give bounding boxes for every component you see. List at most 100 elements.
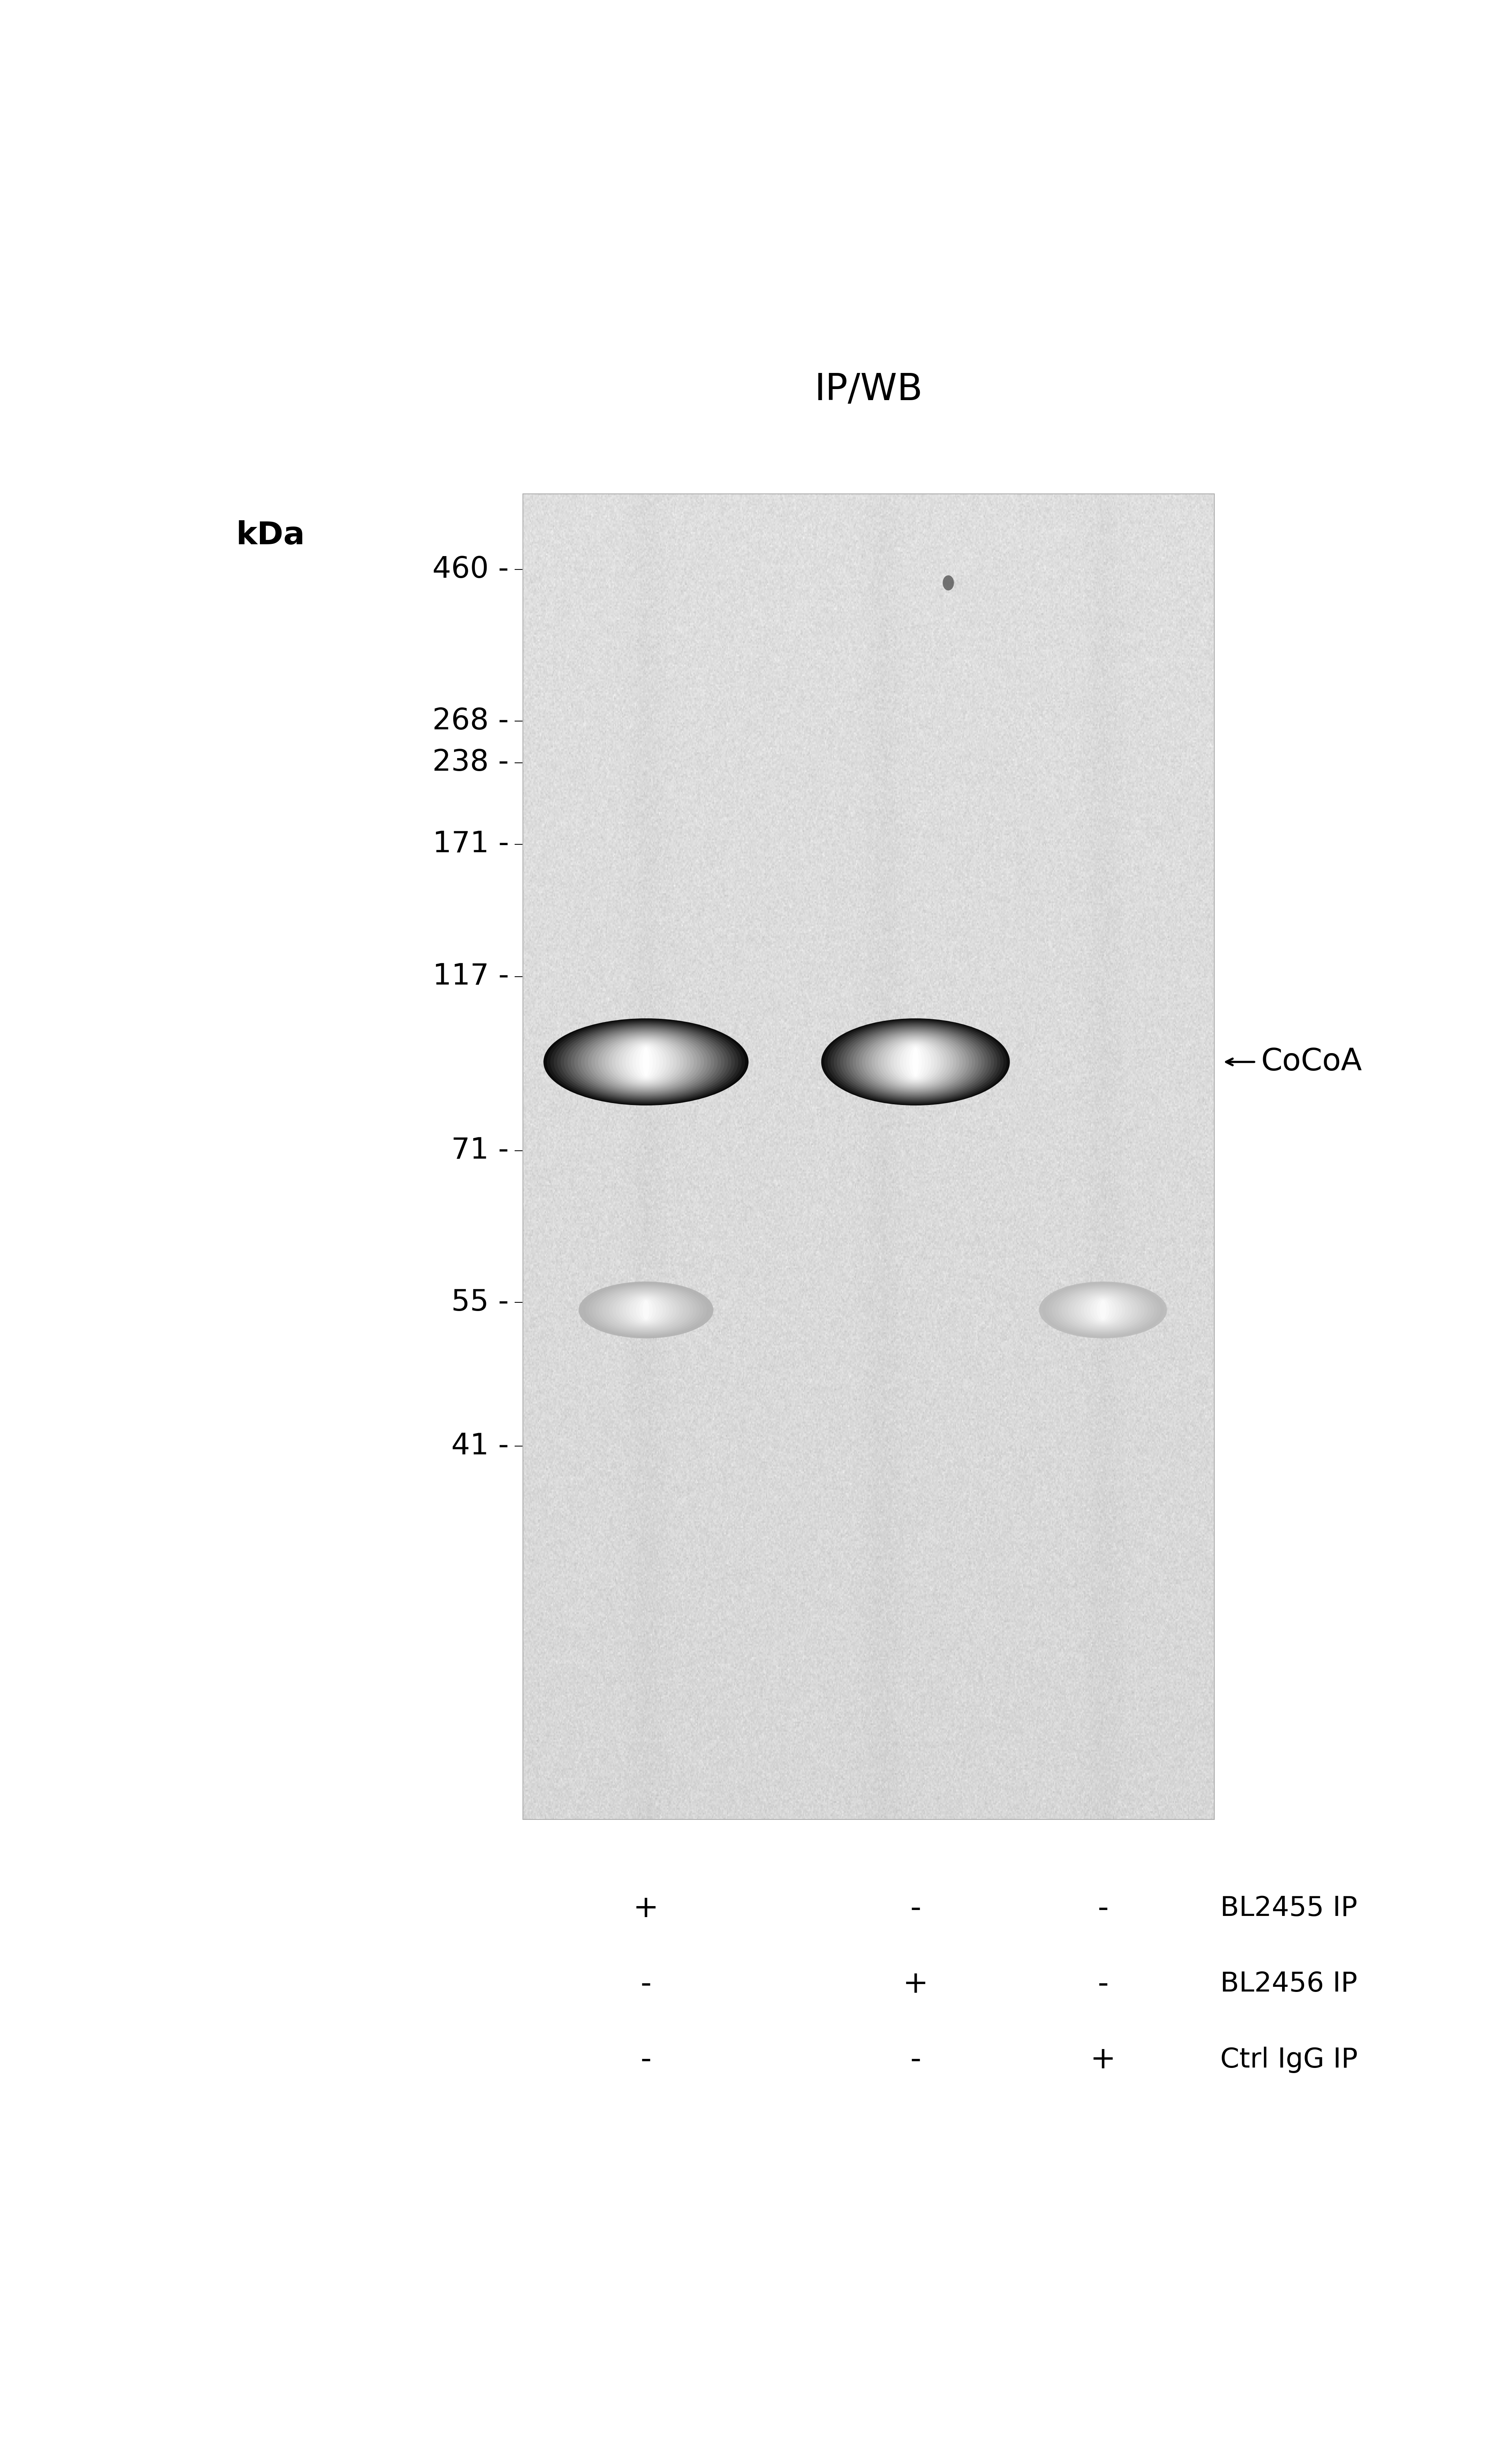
Text: -: -	[641, 1970, 652, 1999]
Ellipse shape	[635, 1045, 656, 1077]
Ellipse shape	[632, 1298, 659, 1323]
Bar	[523, 494, 1214, 1820]
Text: IP/WB: IP/WB	[815, 371, 922, 408]
Ellipse shape	[824, 1020, 1007, 1104]
Ellipse shape	[1081, 1293, 1125, 1325]
Ellipse shape	[599, 1035, 694, 1089]
Ellipse shape	[878, 1038, 953, 1087]
Ellipse shape	[623, 1293, 670, 1325]
Ellipse shape	[827, 1020, 1004, 1104]
Ellipse shape	[643, 1048, 650, 1077]
Ellipse shape	[593, 1286, 700, 1335]
Ellipse shape	[1061, 1289, 1145, 1330]
Ellipse shape	[859, 1030, 972, 1094]
Ellipse shape	[609, 1291, 683, 1330]
Ellipse shape	[830, 1020, 1001, 1102]
Ellipse shape	[618, 1040, 673, 1082]
Ellipse shape	[838, 1023, 993, 1099]
Ellipse shape	[1070, 1291, 1136, 1328]
Ellipse shape	[881, 1038, 950, 1087]
Text: +: +	[634, 1893, 659, 1923]
Text: 460 -: 460 -	[432, 556, 510, 583]
Ellipse shape	[1064, 1289, 1142, 1330]
Ellipse shape	[1067, 1291, 1139, 1330]
Ellipse shape	[853, 1028, 978, 1094]
Ellipse shape	[615, 1293, 676, 1328]
Ellipse shape	[615, 1040, 677, 1084]
Ellipse shape	[612, 1291, 680, 1328]
Ellipse shape	[833, 1023, 998, 1102]
Ellipse shape	[612, 1038, 680, 1084]
Ellipse shape	[885, 1038, 947, 1084]
Ellipse shape	[596, 1286, 697, 1333]
Ellipse shape	[588, 1033, 705, 1092]
Ellipse shape	[888, 1040, 943, 1084]
Text: 171 -: 171 -	[432, 829, 510, 858]
Ellipse shape	[547, 1020, 745, 1104]
Ellipse shape	[640, 1298, 653, 1320]
Ellipse shape	[912, 1048, 919, 1077]
Text: BL2456 IP: BL2456 IP	[1220, 1970, 1358, 1997]
Ellipse shape	[637, 1298, 656, 1320]
Ellipse shape	[575, 1028, 718, 1097]
Ellipse shape	[606, 1289, 686, 1330]
Ellipse shape	[900, 1043, 931, 1080]
Text: CoCoA: CoCoA	[1261, 1048, 1362, 1077]
Ellipse shape	[582, 1284, 711, 1338]
Ellipse shape	[1084, 1296, 1122, 1325]
Ellipse shape	[844, 1025, 987, 1099]
Text: 268 -: 268 -	[432, 706, 510, 735]
Text: -: -	[910, 2046, 921, 2075]
Ellipse shape	[629, 1043, 664, 1080]
Ellipse shape	[1042, 1284, 1164, 1338]
Ellipse shape	[1049, 1284, 1157, 1335]
Ellipse shape	[553, 1020, 738, 1102]
Ellipse shape	[621, 1043, 670, 1082]
Ellipse shape	[1099, 1301, 1107, 1320]
Text: kDa: kDa	[236, 521, 305, 551]
Ellipse shape	[579, 1281, 714, 1338]
Ellipse shape	[841, 1025, 990, 1099]
Ellipse shape	[594, 1033, 697, 1089]
Ellipse shape	[626, 1043, 667, 1082]
Ellipse shape	[572, 1025, 721, 1097]
Ellipse shape	[605, 1038, 686, 1087]
Ellipse shape	[585, 1284, 706, 1335]
Ellipse shape	[856, 1030, 975, 1094]
Ellipse shape	[1090, 1298, 1116, 1323]
Ellipse shape	[632, 1045, 659, 1080]
Ellipse shape	[1058, 1289, 1148, 1333]
Ellipse shape	[1055, 1286, 1151, 1333]
Text: Ctrl IgG IP: Ctrl IgG IP	[1220, 2046, 1358, 2073]
Ellipse shape	[588, 1284, 703, 1335]
Ellipse shape	[608, 1038, 683, 1087]
Ellipse shape	[602, 1289, 689, 1330]
Ellipse shape	[1052, 1286, 1154, 1335]
Ellipse shape	[847, 1025, 984, 1097]
Ellipse shape	[1074, 1293, 1132, 1328]
Ellipse shape	[909, 1048, 922, 1077]
Ellipse shape	[1087, 1296, 1119, 1323]
Ellipse shape	[891, 1040, 940, 1082]
Text: +: +	[1090, 2046, 1116, 2075]
Ellipse shape	[903, 1045, 928, 1080]
Text: 41 -: 41 -	[451, 1431, 510, 1461]
Ellipse shape	[599, 1289, 692, 1333]
Ellipse shape	[591, 1033, 700, 1092]
Ellipse shape	[1093, 1298, 1113, 1320]
Ellipse shape	[1039, 1281, 1167, 1338]
Ellipse shape	[640, 1048, 653, 1077]
Ellipse shape	[897, 1043, 934, 1082]
Text: -: -	[641, 2046, 652, 2075]
Ellipse shape	[871, 1035, 960, 1089]
Text: 55 -: 55 -	[452, 1289, 510, 1316]
Ellipse shape	[821, 1018, 1010, 1107]
Ellipse shape	[862, 1033, 969, 1092]
Ellipse shape	[942, 575, 954, 590]
Ellipse shape	[906, 1045, 925, 1077]
Ellipse shape	[567, 1025, 724, 1099]
Ellipse shape	[618, 1293, 673, 1325]
Text: +: +	[903, 1970, 928, 1999]
Text: -: -	[1098, 1893, 1108, 1923]
Text: 238 -: 238 -	[432, 748, 510, 777]
